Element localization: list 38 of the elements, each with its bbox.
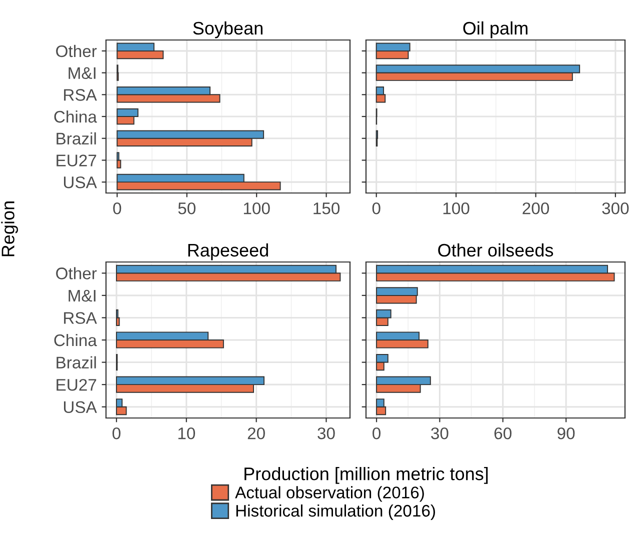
x-tick-label: 100 xyxy=(244,202,270,214)
chart-title: Other oilseeds xyxy=(438,243,554,257)
x-tick-label: 0 xyxy=(113,202,122,214)
y-tick-label: EU27 xyxy=(56,154,96,166)
y-tick-label: M&I xyxy=(68,67,96,79)
x-tick-label: 90 xyxy=(558,427,575,440)
y-tick-label: China xyxy=(54,334,97,346)
x-axis-title: Production [million metric tons] xyxy=(244,467,488,484)
y-tick-label: USA xyxy=(64,401,97,414)
chart-title: Oil palm xyxy=(463,21,528,38)
x-tick-label: 100 xyxy=(443,202,470,214)
x-tick-label: 60 xyxy=(494,427,512,440)
x-tick-label: 300 xyxy=(602,202,629,214)
x-tick-label: 30 xyxy=(318,427,335,440)
x-tick-label: 0 xyxy=(372,202,380,214)
legend-label: Actual observation (2016) xyxy=(235,486,424,502)
chart-title: Soybean xyxy=(193,21,262,38)
x-tick-label: 200 xyxy=(522,202,549,214)
y-axis-title: Region xyxy=(1,202,18,256)
legend-label: Historical simulation (2016) xyxy=(236,504,435,520)
y-tick-label: EU27 xyxy=(56,378,96,391)
x-tick-label: 0 xyxy=(112,427,120,440)
x-tick-label: 20 xyxy=(248,427,265,440)
x-tick-label: 10 xyxy=(178,427,196,440)
y-tick-label: Brazil xyxy=(56,132,96,145)
y-tick-label: M&I xyxy=(68,290,96,302)
y-tick-label: Other xyxy=(56,267,97,280)
y-tick-label: China xyxy=(54,110,97,123)
y-tick-label: RSA xyxy=(64,89,97,101)
y-tick-label: RSA xyxy=(64,312,97,324)
x-tick-label: 50 xyxy=(178,202,196,214)
x-tick-label: 150 xyxy=(314,202,340,214)
chart-title: Rapeseed xyxy=(188,243,268,260)
y-tick-label: Other xyxy=(56,44,97,58)
x-tick-label: 0 xyxy=(372,427,381,440)
x-tick-label: 30 xyxy=(431,427,448,440)
y-tick-label: Brazil xyxy=(56,356,96,368)
y-tick-label: USA xyxy=(64,176,97,188)
